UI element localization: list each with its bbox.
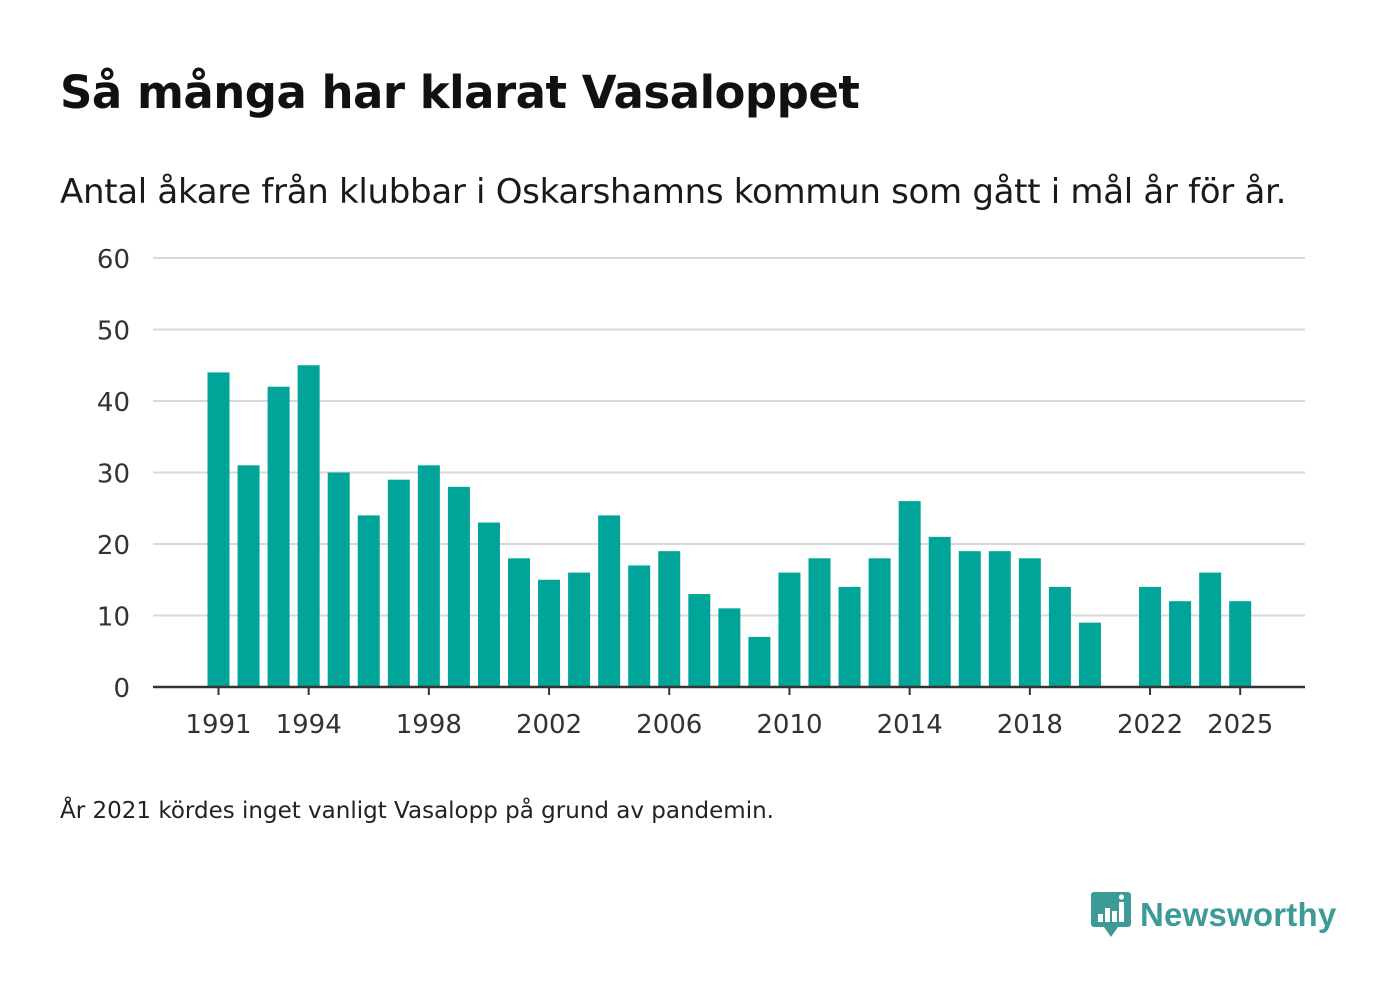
bar-1991: [207, 372, 230, 687]
chart-subtitle: Antal åkare från klubbar i Oskarshamns k…: [60, 172, 1287, 212]
chart-title: Så många har klarat Vasaloppet: [60, 66, 860, 119]
footnote: År 2021 kördes inget vanligt Vasalopp på…: [60, 798, 774, 824]
y-tick-label-40: 40: [97, 388, 130, 418]
x-tick-label-2002: 2002: [516, 710, 582, 740]
bar-2000: [477, 522, 500, 687]
x-tick-label-2022: 2022: [1117, 710, 1183, 740]
y-tick-label-20: 20: [97, 531, 130, 561]
bar-2019: [1048, 586, 1071, 687]
bar-2008: [718, 608, 741, 687]
bar-2009: [748, 636, 771, 687]
x-tick-label-1991: 1991: [185, 710, 251, 740]
bar-2007: [688, 594, 711, 687]
bar-chart-bubble-icon: [1091, 892, 1131, 937]
bar-1994: [297, 365, 320, 687]
bar-2022: [1139, 586, 1162, 687]
x-axis: [153, 685, 1305, 695]
x-axis-labels: 1991 1994 1998 2002 2006 2010 2014 2018 2022 2025: [185, 710, 1273, 740]
x-tick-label-2025: 2025: [1207, 710, 1273, 740]
x-tick-label-1994: 1994: [276, 710, 342, 740]
bar-2024: [1199, 572, 1222, 687]
bar-2006: [658, 551, 681, 687]
y-tick-label-50: 50: [97, 317, 130, 347]
y-tick-label-30: 30: [97, 460, 130, 490]
bar-2005: [628, 565, 651, 687]
bar-2010: [778, 572, 801, 687]
y-axis-labels: 0 10 20 30 40 50 60: [97, 245, 130, 704]
y-tick-label-0: 0: [113, 674, 130, 704]
bar-2011: [808, 558, 831, 687]
bar-2015: [928, 536, 951, 687]
bar-1992: [237, 465, 260, 687]
bar-1998: [417, 465, 440, 687]
bar-1996: [357, 515, 380, 687]
x-tick-label-2010: 2010: [756, 710, 822, 740]
bar-2017: [988, 551, 1011, 687]
bar-2013: [868, 558, 891, 687]
bar-1995: [327, 472, 350, 687]
x-tick-label-2006: 2006: [636, 710, 702, 740]
gridlines: [153, 257, 1305, 617]
x-tick-label-1998: 1998: [396, 710, 462, 740]
brand-name: Newsworthy: [1140, 896, 1337, 933]
bar-2023: [1169, 601, 1192, 687]
bar-1993: [267, 386, 290, 687]
bar-1999: [447, 486, 470, 687]
y-tick-label-60: 60: [97, 245, 130, 275]
brand-logo[interactable]: Newsworthy: [1090, 890, 1336, 940]
bar-2025: [1229, 601, 1252, 687]
x-tick-label-2014: 2014: [877, 710, 943, 740]
y-tick-label-10: 10: [97, 603, 130, 633]
bar-2004: [598, 515, 621, 687]
bars: [207, 365, 1252, 687]
bar-2001: [508, 558, 530, 687]
bar-2020: [1078, 622, 1101, 687]
bar-chart: 0 10 20 30 40 50 60 1991 1994 1998 2002 2006 2010 20…: [97, 245, 1305, 740]
bar-2018: [1018, 558, 1041, 687]
bar-1997: [387, 479, 410, 687]
bar-2014: [898, 501, 921, 687]
bar-2016: [958, 551, 981, 687]
bar-2003: [568, 572, 591, 687]
bar-2012: [838, 586, 861, 687]
bar-2002: [538, 579, 561, 687]
x-tick-label-2018: 2018: [997, 710, 1063, 740]
